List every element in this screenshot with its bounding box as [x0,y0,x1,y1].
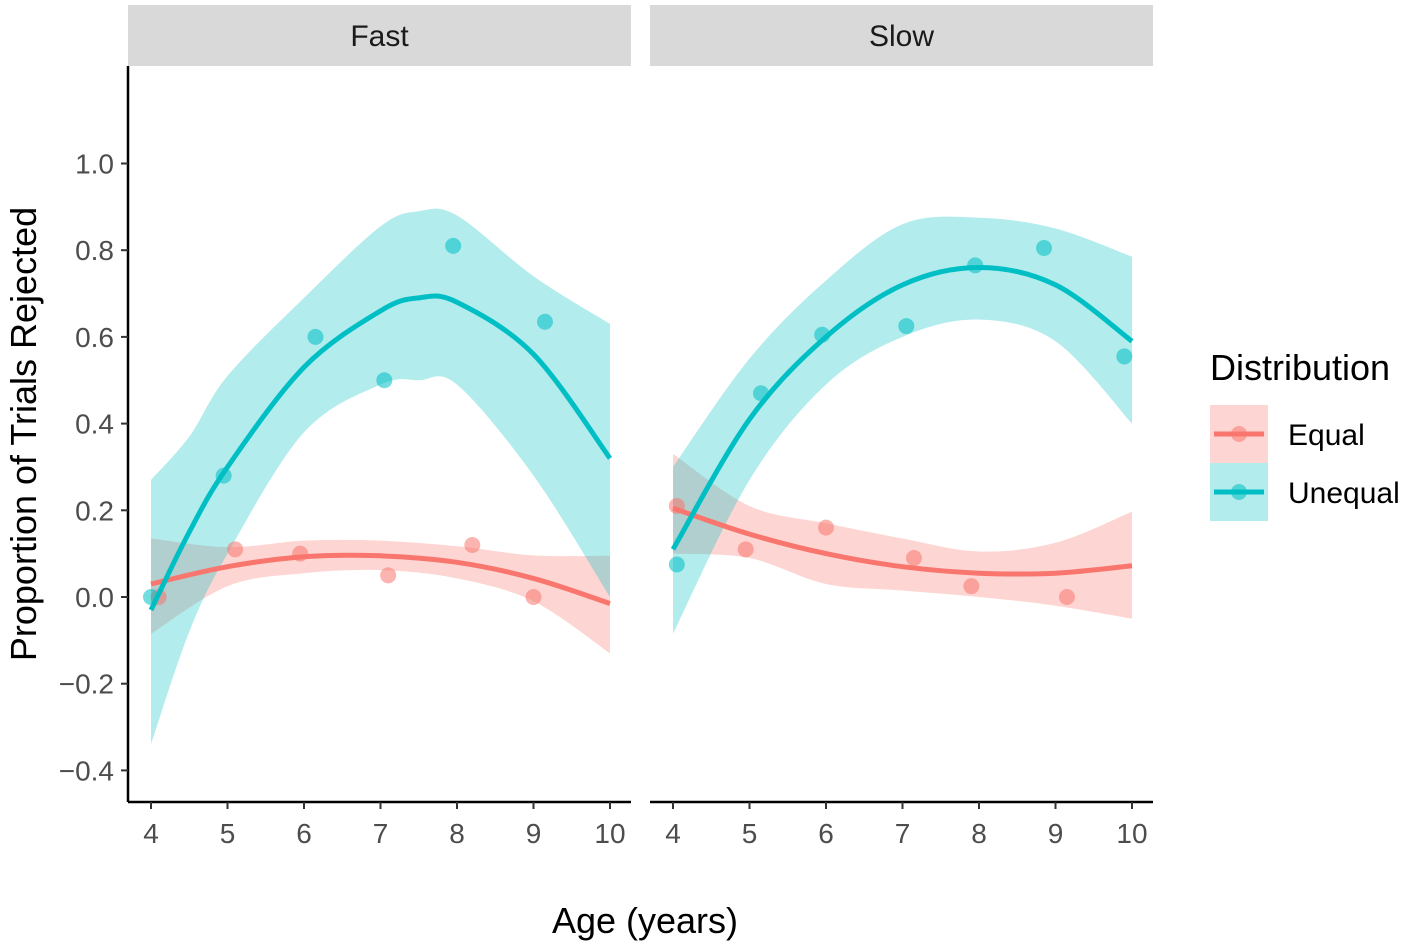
plot-area [668,216,1134,634]
data-point-equal [737,541,754,558]
y-tick-label: 0.8 [75,235,114,266]
strip-label: Slow [869,20,934,53]
x-tick-label: 9 [1048,818,1064,849]
legend-title: Distribution [1210,347,1390,388]
data-point-equal [227,541,244,558]
fit-line-equal [672,505,1133,577]
x-tick-label: 7 [895,818,911,849]
y-tick-label: 0.0 [75,582,114,613]
data-point-unequal [1116,348,1133,365]
legend: Distribution Equal Unequal [1210,347,1400,521]
panel-fast: Fast 4 5 6 7 8 9 10 [128,5,631,849]
x-tick-label: 4 [665,818,681,849]
x-tick-label: 10 [1116,818,1147,849]
y-tick-label: 0.6 [75,322,114,353]
data-point-unequal [1036,240,1053,257]
x-tick-label: 7 [373,818,389,849]
legend-label-unequal: Unequal [1288,477,1400,510]
fit-line-unequal [670,264,1134,551]
data-point-equal [464,536,481,553]
ci-band-unequal [151,208,610,745]
legend-label-equal: Equal [1288,419,1365,452]
data-point-unequal [536,313,553,330]
data-point-equal [963,578,980,595]
strip-background [128,5,631,66]
y-tick-label: −0.2 [59,669,114,700]
y-tick-label: 0.2 [75,495,114,526]
x-tick-label: 8 [449,818,465,849]
x-tick-label: 5 [220,818,236,849]
x-tick-label: 10 [594,818,625,849]
x-tick-label: 9 [526,818,542,849]
fit-line-unequal [148,293,613,612]
x-tick-label: 4 [143,818,159,849]
y-axis: −0.4 −0.2 0.0 0.2 0.4 0.6 0.8 1.0 [59,66,130,802]
panel-slow: Slow 4 5 6 7 8 9 10 [650,5,1153,849]
legend-key-equal [1210,405,1268,463]
y-tick-label: 0.4 [75,409,114,440]
x-tick-label: 6 [296,818,312,849]
data-point-unequal [307,328,324,345]
data-point-equal [525,589,542,605]
legend-point [1231,426,1247,442]
data-point-unequal [668,556,685,573]
ci-band-unequal [673,216,1132,634]
data-point-equal [1058,589,1075,605]
y-tick-label: 1.0 [75,149,114,180]
data-point-unequal [898,318,915,335]
x-tick-label: 5 [742,818,758,849]
y-axis-title: Proportion of Trials Rejected [3,207,44,661]
legend-point [1231,484,1247,500]
data-point-unequal [376,372,393,389]
x-tick-label: 6 [818,818,834,849]
data-point-equal [905,549,922,566]
x-tick-label: 8 [971,818,987,849]
strip-label: Fast [350,20,409,53]
strip-background [650,5,1153,66]
legend-key-unequal [1210,463,1268,521]
x-axis-title: Age (years) [552,900,738,941]
fit-line-equal [150,552,611,606]
data-point-equal [818,519,834,536]
plot-area [143,208,613,745]
data-point-equal [380,567,397,584]
data-point-unequal [445,237,462,254]
y-tick-label: −0.4 [59,755,114,786]
ci-band-equal [673,453,1132,619]
